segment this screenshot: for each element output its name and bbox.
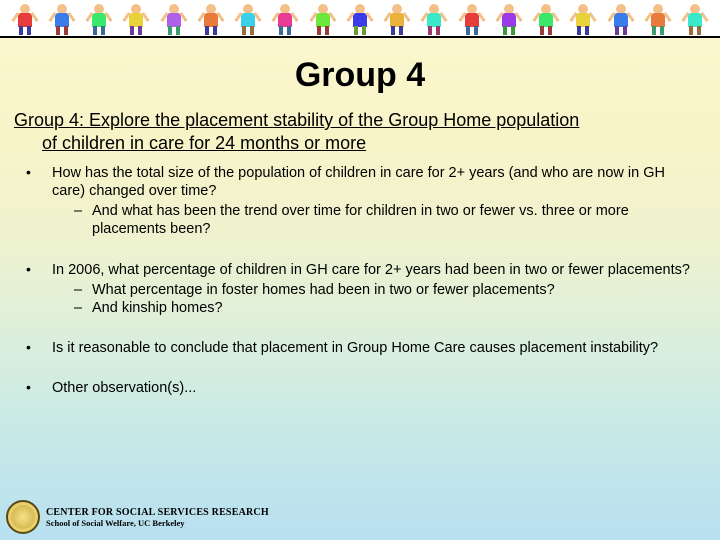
kid-icon bbox=[50, 2, 74, 34]
footer-line-2: School of Social Welfare, UC Berkeley bbox=[46, 518, 269, 528]
kid-icon bbox=[348, 2, 372, 34]
kid-icon bbox=[609, 2, 633, 34]
bullet-text: Is it reasonable to conclude that placem… bbox=[52, 340, 658, 356]
kid-icon bbox=[385, 2, 409, 34]
kid-icon bbox=[571, 2, 595, 34]
bullet-text: Other observation(s)... bbox=[52, 380, 196, 396]
kid-icon bbox=[646, 2, 670, 34]
footer-line-1: CENTER FOR SOCIAL SERVICES RESEARCH bbox=[46, 507, 269, 518]
bullet-item: How has the total size of the population… bbox=[18, 164, 702, 239]
kid-icon bbox=[124, 2, 148, 34]
subtitle-line-2: of children in care for 24 months or mor… bbox=[14, 132, 706, 155]
sub-bullet-item: And what has been the trend over time fo… bbox=[74, 202, 702, 238]
kid-icon bbox=[13, 2, 37, 34]
slide-title: Group 4 bbox=[0, 56, 720, 95]
kid-icon bbox=[422, 2, 446, 34]
slide-subtitle: Group 4: Explore the placement stability… bbox=[0, 109, 720, 154]
kid-icon bbox=[683, 2, 707, 34]
kid-icon bbox=[311, 2, 335, 34]
bullet-item: In 2006, what percentage of children in … bbox=[18, 261, 702, 317]
kid-icon bbox=[460, 2, 484, 34]
seal-icon bbox=[6, 500, 40, 534]
kids-banner bbox=[0, 0, 720, 38]
bullet-item: Other observation(s)... bbox=[18, 379, 702, 397]
sub-bullet-list: And what has been the trend over time fo… bbox=[52, 202, 702, 238]
kid-icon bbox=[199, 2, 223, 34]
sub-bullet-item: What percentage in foster homes had been… bbox=[74, 281, 702, 299]
kid-icon bbox=[236, 2, 260, 34]
kid-icon bbox=[87, 2, 111, 34]
sub-bullet-list: What percentage in foster homes had been… bbox=[52, 281, 702, 317]
footer: CENTER FOR SOCIAL SERVICES RESEARCH Scho… bbox=[6, 500, 269, 534]
kid-icon bbox=[162, 2, 186, 34]
kid-icon bbox=[497, 2, 521, 34]
kid-icon bbox=[273, 2, 297, 34]
bullet-item: Is it reasonable to conclude that placem… bbox=[18, 339, 702, 357]
footer-text: CENTER FOR SOCIAL SERVICES RESEARCH Scho… bbox=[46, 507, 269, 528]
kid-icon bbox=[534, 2, 558, 34]
bullet-text: How has the total size of the population… bbox=[52, 165, 665, 199]
bullet-text: In 2006, what percentage of children in … bbox=[52, 262, 690, 278]
subtitle-line-1: Group 4: Explore the placement stability… bbox=[14, 110, 579, 130]
sub-bullet-item: And kinship homes? bbox=[74, 299, 702, 317]
bullet-list: How has the total size of the population… bbox=[0, 164, 720, 397]
